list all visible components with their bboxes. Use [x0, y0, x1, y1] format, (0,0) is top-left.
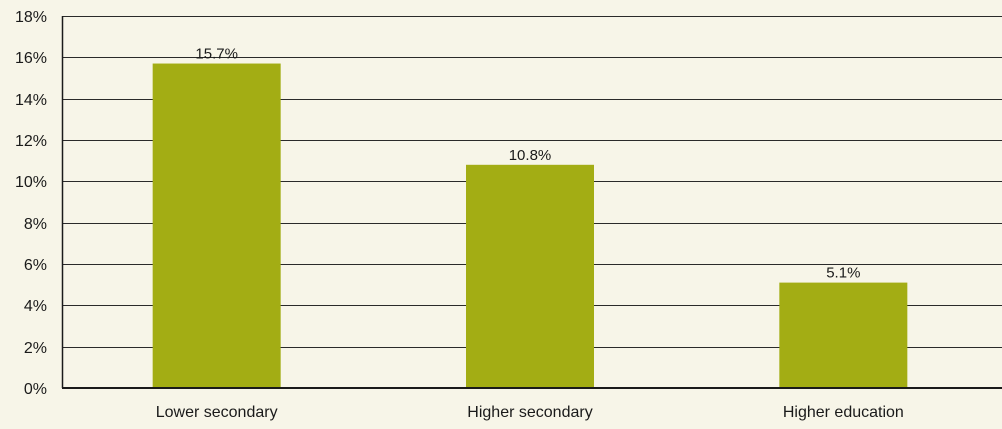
y-tick-label: 10% [15, 174, 47, 191]
data-label: 15.7% [195, 46, 238, 63]
data-label: 5.1% [826, 265, 860, 282]
x-tick-label: Higher secondary [467, 404, 592, 421]
y-tick-label: 14% [15, 92, 47, 109]
bar [152, 63, 281, 389]
bar [466, 164, 594, 388]
y-tick-label: 4% [24, 298, 47, 315]
bar [779, 282, 908, 388]
y-tick-label: 18% [15, 9, 47, 26]
y-tick-label: 0% [24, 381, 47, 398]
bars [152, 63, 908, 389]
y-tick-label: 8% [24, 216, 47, 233]
y-tick-label: 6% [24, 257, 47, 274]
data-label: 10.8% [509, 147, 552, 164]
x-tick-label: Higher education [783, 404, 904, 421]
y-tick-label: 16% [15, 50, 47, 67]
y-tick-label: 12% [15, 133, 47, 150]
x-tick-label: Lower secondary [156, 404, 278, 421]
y-tick-label: 2% [24, 340, 47, 357]
labels: 0% 2% 4% 6% 8% 10% 12% 14% 16% 18% 15.7% Lower seco… [15, 9, 904, 421]
axes [61, 16, 1002, 389]
